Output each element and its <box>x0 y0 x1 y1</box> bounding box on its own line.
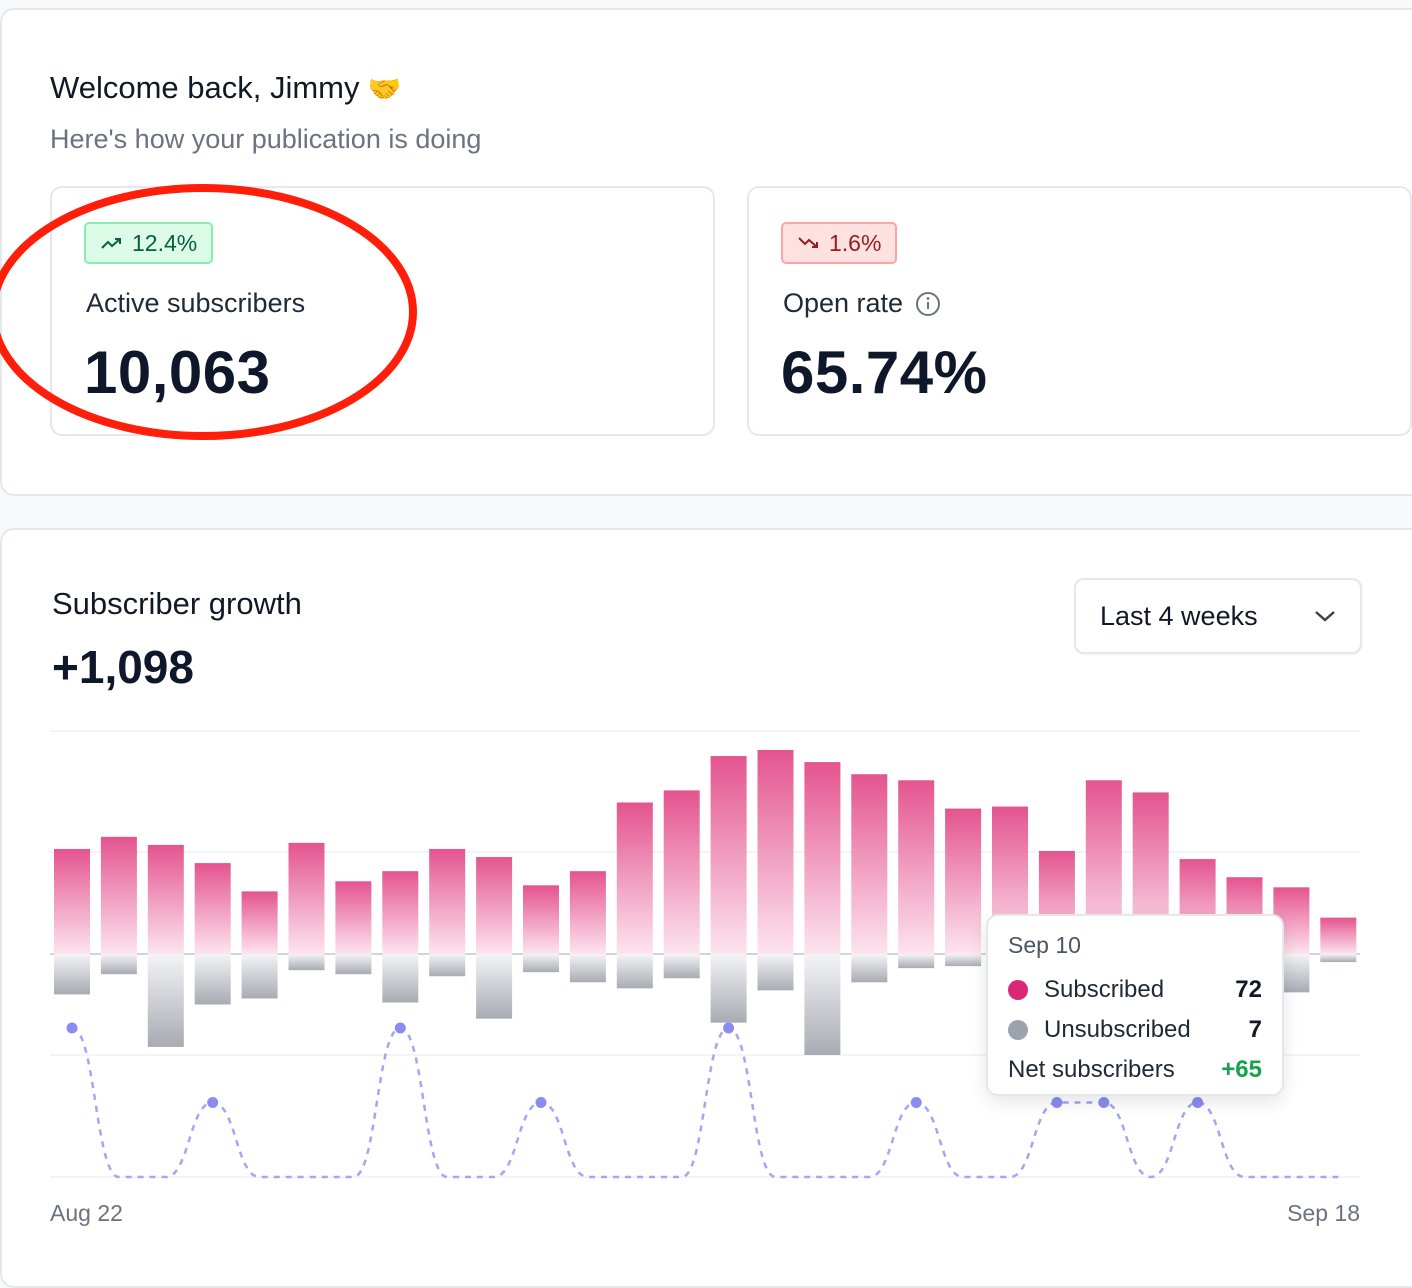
subscribed-bar[interactable] <box>851 774 888 954</box>
line-point[interactable] <box>1098 1097 1110 1108</box>
subscribed-bar[interactable] <box>898 780 935 954</box>
tooltip-net-row: Net subscribers +65 <box>1008 1056 1262 1083</box>
subscribed-bar[interactable] <box>429 848 466 954</box>
open-rate-trend-value: 1.6% <box>829 229 882 256</box>
subscribed-dot-icon <box>1008 980 1028 1000</box>
open-rate-value: 65.74% <box>781 339 988 406</box>
subscribed-bar[interactable] <box>241 891 278 954</box>
line-point[interactable] <box>207 1097 219 1108</box>
unsubscribed-bar[interactable] <box>804 954 841 1055</box>
unsubscribed-bar[interactable] <box>241 954 278 999</box>
subscribed-bar[interactable] <box>476 857 513 954</box>
chart-tooltip: Sep 10 Subscribed 72 Unsubscribed 7 Net … <box>986 914 1284 1096</box>
unsubscribed-bar[interactable] <box>569 954 606 983</box>
range-select-value: Last 4 weeks <box>1100 600 1258 631</box>
line-point[interactable] <box>535 1097 547 1108</box>
subscribed-bar[interactable] <box>616 802 653 955</box>
line-point[interactable] <box>1051 1097 1063 1108</box>
subscribed-bar[interactable] <box>54 848 90 954</box>
unsubscribed-bar[interactable] <box>851 954 888 983</box>
unsubscribed-bar[interactable] <box>288 954 325 971</box>
unsubscribed-bar[interactable] <box>757 954 794 991</box>
unsubscribed-bar[interactable] <box>429 954 466 977</box>
tooltip-subscribed-row: Subscribed 72 <box>1008 976 1262 1004</box>
unsubscribed-bar[interactable] <box>710 954 747 1023</box>
unsubscribed-dot-icon <box>1008 1020 1028 1040</box>
info-icon[interactable] <box>915 291 941 317</box>
handshake-icon: 🤝 <box>367 74 402 104</box>
subscribed-bar[interactable] <box>523 885 559 954</box>
unsubscribed-bar[interactable] <box>1320 954 1357 963</box>
trend-down-icon <box>798 237 818 248</box>
subscribed-bar[interactable] <box>710 756 747 954</box>
unsubscribed-bar[interactable] <box>194 954 231 1005</box>
unsubscribed-bar[interactable] <box>100 954 137 975</box>
line-point[interactable] <box>723 1022 735 1034</box>
unsubscribed-bar[interactable] <box>382 954 419 1003</box>
unsubscribed-bar[interactable] <box>663 954 700 979</box>
open-rate-label: Open rate <box>783 288 941 319</box>
subscribed-bar[interactable] <box>382 871 419 954</box>
welcome-subtitle: Here's how your publication is doing <box>50 124 482 154</box>
line-point[interactable] <box>1192 1097 1204 1108</box>
growth-value: +1,098 <box>52 641 194 693</box>
subscribed-bar[interactable] <box>757 749 794 954</box>
unsubscribed-bar[interactable] <box>945 954 982 967</box>
subscribed-bar[interactable] <box>100 836 137 954</box>
chevron-down-icon <box>1315 611 1335 622</box>
subscribed-bar[interactable] <box>335 881 372 954</box>
unsubscribed-bar[interactable] <box>898 954 935 969</box>
line-point[interactable] <box>910 1097 922 1108</box>
tooltip-unsubscribed-row: Unsubscribed 7 <box>1008 1016 1262 1044</box>
tooltip-date: Sep 10 <box>1008 932 1081 958</box>
welcome-title: Welcome back, Jimmy 🤝 <box>50 70 402 105</box>
open-rate-card[interactable]: 1.6% Open rate 65.74% <box>747 186 1412 436</box>
line-series <box>66 1022 1339 1179</box>
unsubscribed-bar[interactable] <box>523 954 559 973</box>
growth-title: Subscriber growth <box>52 586 302 621</box>
subscribed-bar[interactable] <box>1320 917 1357 954</box>
subscribed-bar[interactable] <box>147 844 184 954</box>
unsubscribed-bar[interactable] <box>335 954 372 975</box>
line-point[interactable] <box>394 1022 406 1034</box>
subscribed-bar[interactable] <box>288 842 325 954</box>
open-rate-trend-badge: 1.6% <box>781 222 898 264</box>
unsubscribed-bar[interactable] <box>476 954 513 1019</box>
range-select[interactable]: Last 4 weeks <box>1074 578 1362 654</box>
subscribed-bar[interactable] <box>663 790 700 954</box>
line-point[interactable] <box>66 1022 78 1034</box>
subscribed-bar[interactable] <box>945 808 982 954</box>
unsubscribed-bar[interactable] <box>616 954 653 989</box>
subscriber-growth-card: Subscriber growth +1,098 Last 4 weeks <box>0 528 1412 1288</box>
unsubscribed-bar[interactable] <box>147 954 184 1047</box>
subscribed-bar[interactable] <box>194 863 231 954</box>
x-axis-start-label: Aug 22 <box>50 1200 123 1226</box>
x-axis-end-label: Sep 18 <box>1287 1200 1360 1226</box>
unsubscribed-bar[interactable] <box>54 954 90 995</box>
subscribed-bar[interactable] <box>804 762 841 954</box>
subscribed-bar[interactable] <box>569 871 606 954</box>
